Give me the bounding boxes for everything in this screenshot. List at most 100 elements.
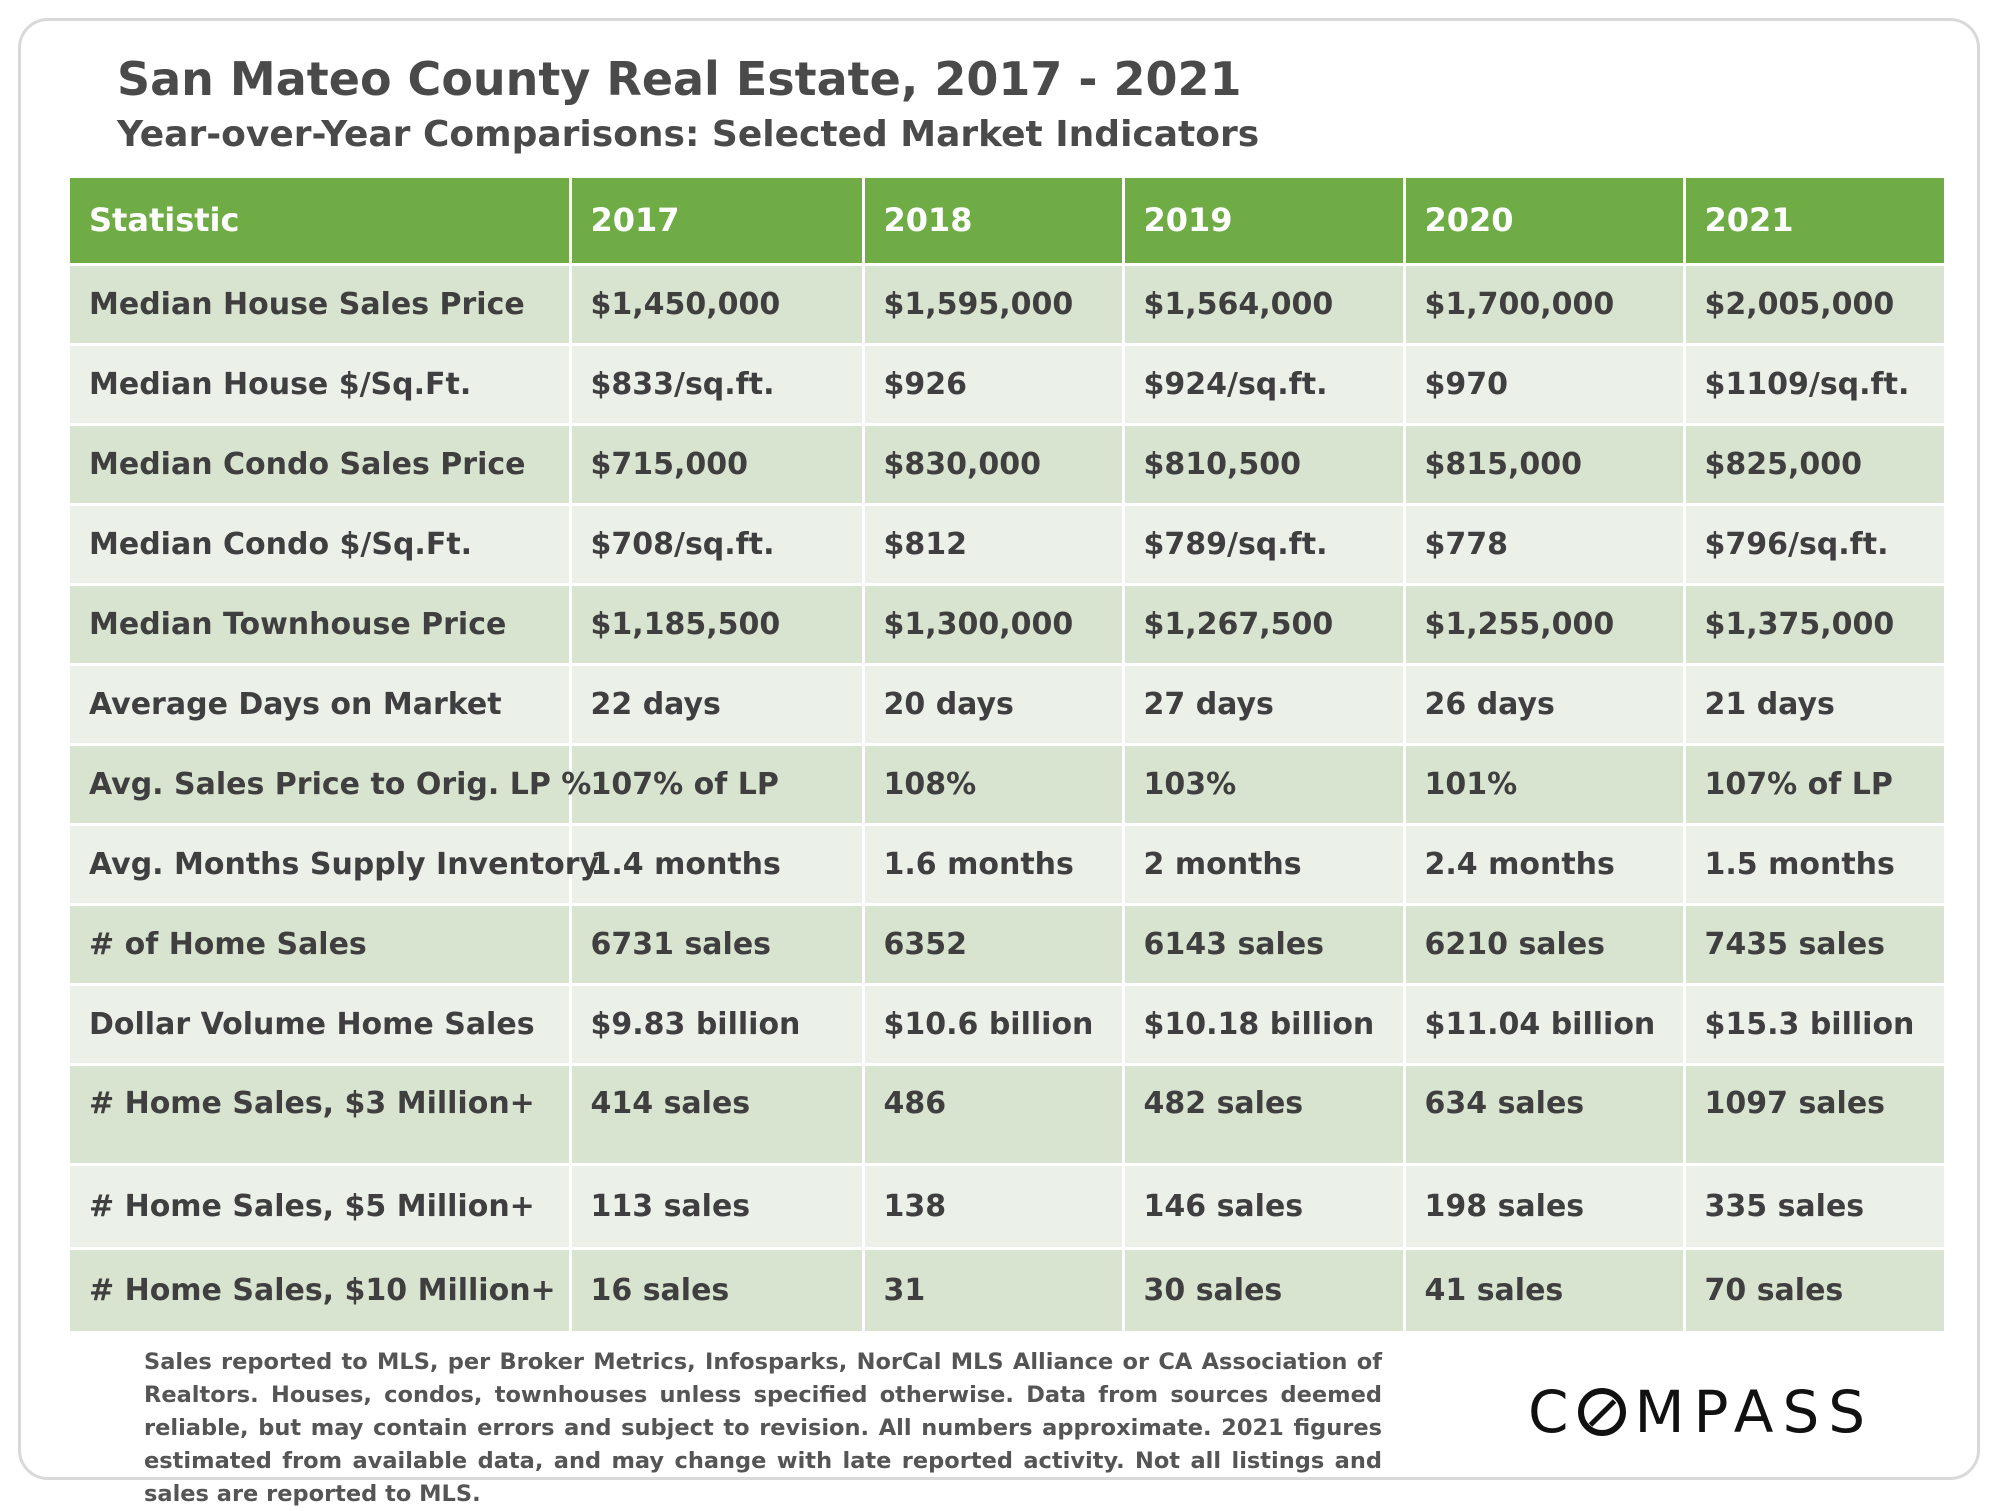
cell-2020: 101% <box>1404 744 1686 826</box>
cell-2021: 107% of LP <box>1684 744 1944 826</box>
cell-2021: 7435 sales <box>1684 904 1944 986</box>
table-row: # Home Sales, $3 Million+ 414 sales 486 482… <box>70 1064 1944 1166</box>
cell-2017: 16 sales <box>570 1248 865 1334</box>
row-label: Avg. Months Supply Inventory <box>70 824 599 906</box>
cell-2018: 138 <box>863 1164 1125 1250</box>
cell-2021: $825,000 <box>1684 424 1944 506</box>
row-label: Median Condo Sales Price <box>70 424 572 506</box>
cell-2019: $10.18 billion <box>1123 984 1406 1066</box>
cell-2021: 70 sales <box>1684 1248 1944 1334</box>
cell-2020: 26 days <box>1404 664 1686 746</box>
cell-2017: $708/sq.ft. <box>570 504 865 586</box>
table-row: Average Days on Market 22 days 20 days 27 d… <box>70 664 1944 746</box>
table-row: Median House $/Sq.Ft. $833/sq.ft. $926 $924… <box>70 344 1944 426</box>
cell-2017: $833/sq.ft. <box>570 344 865 426</box>
table-row: Median House Sales Price $1,450,000 $1,595… <box>70 264 1944 346</box>
cell-2019: $1,267,500 <box>1123 584 1406 666</box>
cell-2019: $789/sq.ft. <box>1123 504 1406 586</box>
row-label: # of Home Sales <box>70 904 572 986</box>
column-header-2019: 2019 <box>1123 178 1406 266</box>
cell-2019: $810,500 <box>1123 424 1406 506</box>
table-row: # of Home Sales 6731 sales 6352 6143 sales 6… <box>70 904 1944 986</box>
cell-2018: 6352 <box>863 904 1125 986</box>
cell-2021: $796/sq.ft. <box>1684 504 1944 586</box>
column-header-statistic: Statistic <box>70 178 572 266</box>
row-label: Median Condo $/Sq.Ft. <box>70 504 572 586</box>
cell-2018: 486 <box>863 1064 1125 1166</box>
cell-2017: $1,185,500 <box>570 584 865 666</box>
cell-2020: $815,000 <box>1404 424 1686 506</box>
cell-2021: $2,005,000 <box>1684 264 1944 346</box>
cell-2020: 6210 sales <box>1404 904 1686 986</box>
cell-2021: $15.3 billion <box>1684 984 1944 1066</box>
cell-2017: 113 sales <box>570 1164 865 1250</box>
cell-2020: 198 sales <box>1404 1164 1686 1250</box>
cell-2017: 22 days <box>570 664 865 746</box>
cell-2021: 1097 sales <box>1684 1064 1944 1166</box>
cell-2018: $1,300,000 <box>863 584 1125 666</box>
table-row: Avg. Months Supply Inventory 1.4 months 1.… <box>70 824 1944 906</box>
cell-2019: 103% <box>1123 744 1406 826</box>
row-label: # Home Sales, $5 Million+ <box>70 1164 572 1250</box>
cell-2018: $10.6 billion <box>863 984 1125 1066</box>
cell-2017: 6731 sales <box>570 904 865 986</box>
cell-2019: 6143 sales <box>1123 904 1406 986</box>
chart-title: San Mateo County Real Estate, 2017 - 202… <box>117 52 1242 106</box>
row-label: # Home Sales, $3 Million+ <box>70 1064 572 1166</box>
chart-subtitle: Year-over-Year Comparisons: Selected Mar… <box>117 114 1260 155</box>
row-label: # Home Sales, $10 Million+ <box>70 1248 572 1334</box>
table-header-row: Statistic 2017 2018 2019 2020 2021 <box>70 178 1944 266</box>
cell-2018: 1.6 months <box>863 824 1125 906</box>
row-label: Dollar Volume Home Sales <box>70 984 572 1066</box>
cell-2020: $11.04 billion <box>1404 984 1686 1066</box>
table-row: # Home Sales, $5 Million+ 113 sales 138 146… <box>70 1164 1944 1250</box>
market-indicators-table: Statistic 2017 2018 2019 2020 2021 Media… <box>70 178 1944 1334</box>
table-body: Median House Sales Price $1,450,000 $1,595… <box>70 264 1944 1334</box>
table-row: Median Condo Sales Price $715,000 $830,000… <box>70 424 1944 506</box>
cell-2020: 2.4 months <box>1404 824 1686 906</box>
column-header-2020: 2020 <box>1404 178 1686 266</box>
column-header-2017: 2017 <box>570 178 865 266</box>
cell-2020: $778 <box>1404 504 1686 586</box>
cell-2018: $1,595,000 <box>863 264 1125 346</box>
cell-2018: $830,000 <box>863 424 1125 506</box>
table-row: Dollar Volume Home Sales $9.83 billion $10… <box>70 984 1944 1066</box>
cell-2019: 27 days <box>1123 664 1406 746</box>
compass-o-icon <box>1577 1388 1626 1436</box>
cell-2020: $1,700,000 <box>1404 264 1686 346</box>
cell-2019: 482 sales <box>1123 1064 1406 1166</box>
row-label: Avg. Sales Price to Orig. LP % <box>70 744 591 826</box>
cell-2021: $1,375,000 <box>1684 584 1944 666</box>
cell-2018: 20 days <box>863 664 1125 746</box>
cell-2019: 146 sales <box>1123 1164 1406 1250</box>
cell-2017: 107% of LP <box>570 744 865 826</box>
cell-2020: 41 sales <box>1404 1248 1686 1334</box>
cell-2019: $924/sq.ft. <box>1123 344 1406 426</box>
cell-2018: 108% <box>863 744 1125 826</box>
table-row: Median Condo $/Sq.Ft. $708/sq.ft. $812 $789… <box>70 504 1944 586</box>
cell-2020: $1,255,000 <box>1404 584 1686 666</box>
cell-2017: 414 sales <box>570 1064 865 1166</box>
row-label: Median House Sales Price <box>70 264 572 346</box>
cell-2017: $1,450,000 <box>570 264 865 346</box>
cell-2018: $812 <box>863 504 1125 586</box>
cell-2020: 634 sales <box>1404 1064 1686 1166</box>
cell-2021: 21 days <box>1684 664 1944 746</box>
cell-2018: $926 <box>863 344 1125 426</box>
cell-2019: 2 months <box>1123 824 1406 906</box>
table-row: # Home Sales, $10 Million+ 16 sales 31 30 s… <box>70 1248 1944 1334</box>
cell-2021: $1109/sq.ft. <box>1684 344 1944 426</box>
cell-2018: 31 <box>863 1248 1125 1334</box>
row-label: Average Days on Market <box>70 664 572 746</box>
cell-2017: $715,000 <box>570 424 865 506</box>
cell-2019: $1,564,000 <box>1123 264 1406 346</box>
row-label: Median House $/Sq.Ft. <box>70 344 572 426</box>
column-header-2021: 2021 <box>1684 178 1944 266</box>
table-row: Avg. Sales Price to Orig. LP % 107% of LP… <box>70 744 1944 826</box>
footnote: Sales reported to MLS, per Broker Metric… <box>144 1349 1382 1507</box>
cell-2021: 1.5 months <box>1684 824 1944 906</box>
compass-logo: C MPASS <box>1528 1378 1875 1446</box>
column-header-2018: 2018 <box>863 178 1125 266</box>
table-row: Median Townhouse Price $1,185,500 $1,300,0… <box>70 584 1944 666</box>
cell-2017: $9.83 billion <box>570 984 865 1066</box>
